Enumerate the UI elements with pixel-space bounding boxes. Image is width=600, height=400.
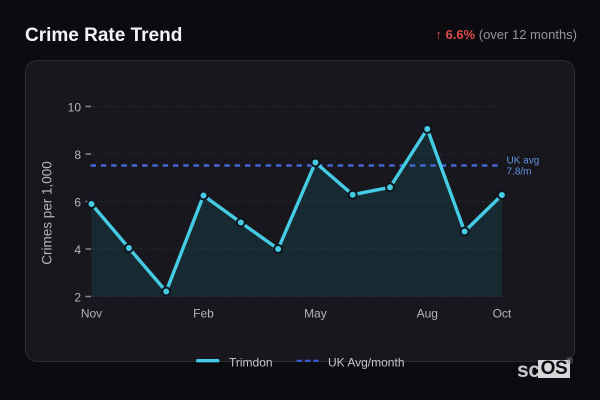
svg-text:May: May <box>304 307 327 321</box>
svg-text:Crimes per 1,000: Crimes per 1,000 <box>40 161 55 265</box>
svg-text:Nov: Nov <box>81 307 102 321</box>
svg-text:6: 6 <box>74 196 81 210</box>
svg-text:10: 10 <box>68 101 82 115</box>
svg-text:4: 4 <box>74 243 81 257</box>
svg-text:UK avg: UK avg <box>507 156 540 167</box>
svg-text:Oct: Oct <box>493 307 512 321</box>
svg-text:Aug: Aug <box>417 307 438 321</box>
svg-text:Trimdon: Trimdon <box>229 356 273 370</box>
svg-text:7.8/m: 7.8/m <box>507 167 532 178</box>
svg-text:8: 8 <box>74 148 81 162</box>
svg-text:2: 2 <box>74 291 81 305</box>
svg-text:Feb: Feb <box>193 307 214 321</box>
svg-text:UK Avg/month: UK Avg/month <box>328 356 405 370</box>
